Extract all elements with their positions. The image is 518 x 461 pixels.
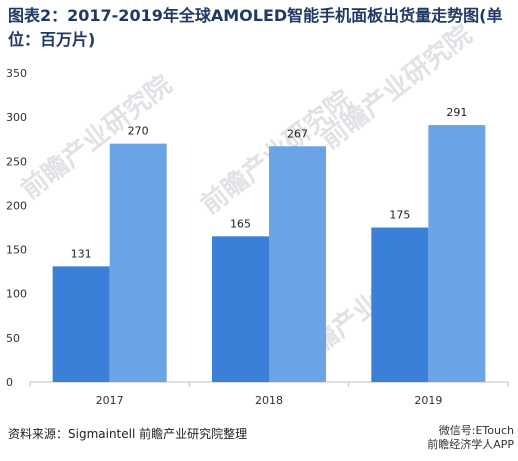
- wechat-tag: 微信号:ETouch 前瞻经济学人APP: [427, 424, 514, 452]
- bar-value-label: 165: [230, 217, 251, 230]
- bar: [52, 266, 110, 382]
- y-tick-label: 100: [6, 288, 27, 301]
- bar-value-label: 270: [128, 125, 149, 138]
- axis-layer: 0 50 100 150 200 250 300 350 2017 2018 2019: [6, 67, 509, 407]
- app-name: 前瞻经济学人APP: [427, 438, 514, 451]
- bar-value-label: 267: [287, 127, 308, 140]
- source-note: 资料来源：Sigmaintell 前瞻产业研究院整理: [8, 427, 248, 441]
- bar-value-label: 175: [389, 209, 410, 222]
- y-tick-label: 150: [6, 244, 27, 257]
- chart-title: 图表2：2017-2019年全球AMOLED智能手机面板出货量走势图(单位：百万…: [8, 6, 503, 49]
- bars-layer: [52, 125, 486, 383]
- x-tick-label: 2018: [255, 394, 283, 407]
- bar: [109, 143, 167, 382]
- y-tick-label: 50: [6, 332, 20, 345]
- y-tick-label: 350: [6, 67, 27, 80]
- bar: [212, 236, 269, 382]
- y-tick-label: 250: [6, 155, 27, 168]
- x-tick-label: 2017: [96, 394, 124, 407]
- labels-layer: 131 270 165 267 175 291: [71, 106, 468, 260]
- wechat-id: 微信号:ETouch: [438, 424, 514, 437]
- x-tick-label: 2019: [414, 394, 442, 407]
- y-tick-label: 0: [6, 376, 13, 389]
- y-tick-label: 200: [6, 199, 27, 212]
- y-tick-label: 300: [6, 111, 27, 124]
- bar-value-label: 131: [71, 247, 92, 260]
- bar: [428, 125, 486, 383]
- bar: [371, 227, 429, 382]
- bar-value-label: 291: [446, 106, 467, 119]
- bar: [269, 146, 326, 382]
